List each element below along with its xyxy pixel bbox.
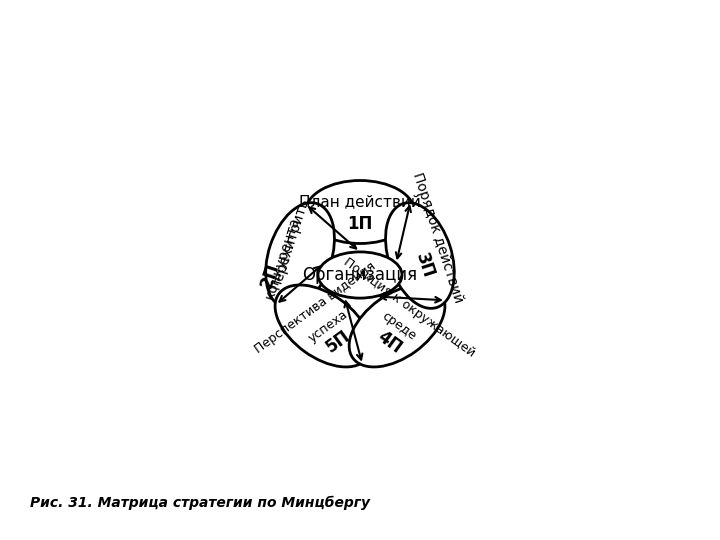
Ellipse shape	[385, 202, 454, 308]
Text: среде: среде	[379, 309, 418, 343]
Text: конкурента: конкурента	[262, 214, 302, 301]
Text: Перехитрить: Перехитрить	[269, 196, 312, 291]
Text: Порядок действий: Порядок действий	[410, 171, 466, 305]
Ellipse shape	[266, 202, 335, 308]
Text: Рис. 31. Матрица стратегии по Минцбергу: Рис. 31. Матрица стратегии по Минцбергу	[30, 496, 370, 510]
Text: Перспектива видения: Перспектива видения	[252, 260, 378, 356]
FancyArrowPatch shape	[344, 301, 362, 360]
Ellipse shape	[305, 180, 415, 244]
FancyArrowPatch shape	[396, 206, 411, 258]
Text: Позиция к окружающей: Позиция к окружающей	[341, 256, 477, 360]
Text: успеха: успеха	[306, 307, 350, 345]
Text: 5П: 5П	[323, 327, 354, 357]
Ellipse shape	[349, 285, 445, 367]
FancyArrowPatch shape	[279, 267, 320, 302]
Text: План действий: План действий	[299, 194, 421, 210]
Ellipse shape	[275, 285, 371, 367]
Text: 2П: 2П	[258, 261, 282, 291]
FancyArrowPatch shape	[381, 294, 441, 302]
Text: Организация: Организация	[302, 266, 418, 284]
Text: 1П: 1П	[347, 215, 373, 233]
Text: 3П: 3П	[413, 251, 438, 280]
FancyArrowPatch shape	[309, 207, 356, 248]
Text: 4П: 4П	[374, 327, 405, 357]
Ellipse shape	[318, 252, 402, 298]
